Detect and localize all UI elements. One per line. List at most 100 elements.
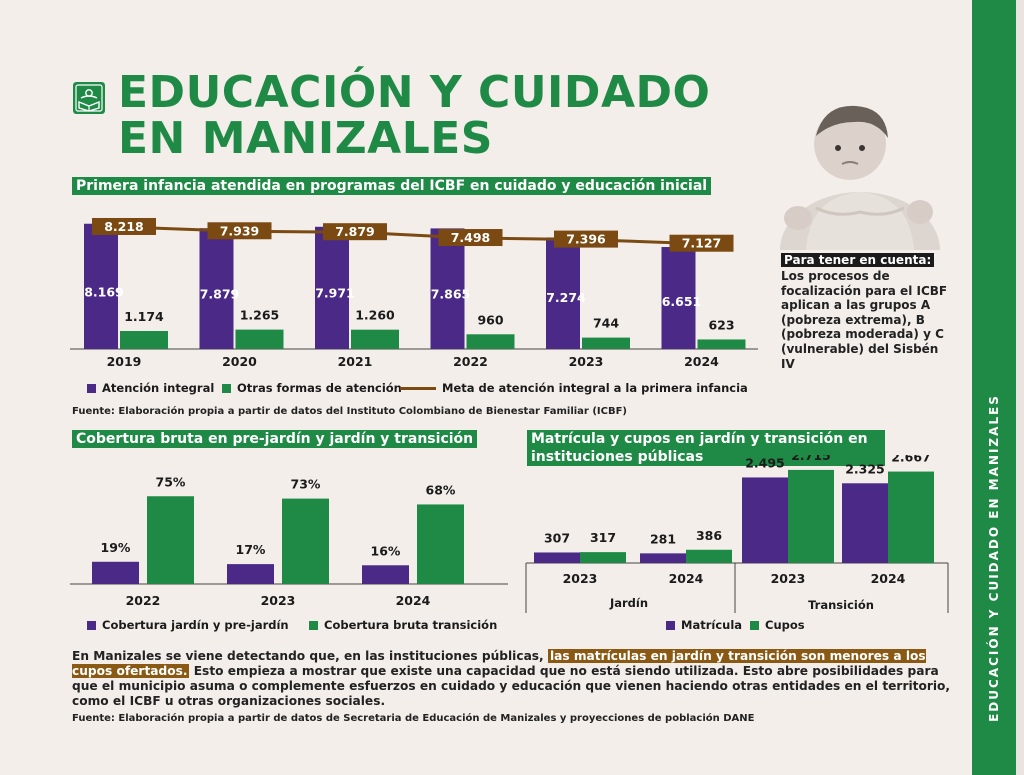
chart3-label-matricula: 2.325	[845, 461, 885, 476]
chart1-bar-otras	[235, 329, 284, 349]
chart3-tick-label: 2023	[771, 571, 806, 586]
chart2-plot: 19% 75% 2022 17% 73% 2023 16% 68% 2024	[70, 474, 508, 608]
chart1-label-otras: 960	[477, 312, 503, 327]
chart1-tick-label: 2022	[453, 354, 488, 369]
chart1-source: Fuente: Elaboración propia a partir de d…	[72, 406, 627, 417]
chart1-bar-integral	[84, 223, 118, 349]
chart1-bar-otras	[582, 337, 630, 349]
chart3-tick-label: 2024	[871, 571, 906, 586]
chart2-legend-swatch-transicion	[309, 620, 318, 630]
chart1-label-integral: 7.865	[431, 286, 471, 301]
page-title-line-1: EDUCACIÓN Y CUIDADO	[118, 67, 711, 118]
chart3-label-matricula: 307	[544, 530, 570, 545]
chart1-label-meta: 8.218	[104, 219, 144, 234]
page-title-line-2: EN MANIZALES	[118, 113, 493, 164]
chart3-legend-matricula: Matrícula	[666, 618, 742, 632]
chart3-legend-label-cupos: Cupos	[765, 618, 805, 632]
page-edge	[1016, 0, 1024, 775]
note-title: Para tener en cuenta:	[781, 253, 935, 267]
chart1-label-integral: 8.169	[84, 284, 124, 299]
chart2-legend-swatch-jardin	[87, 620, 96, 630]
chart1-bar-otras	[351, 329, 399, 349]
chart3-bar-cupos	[888, 471, 934, 563]
chart1-label-meta: 7.396	[566, 232, 606, 247]
chart3-label-cupos: 317	[590, 530, 616, 545]
chart3-bar-matricula	[842, 483, 888, 563]
summary-text-before: En Manizales se viene detectando que, en…	[72, 649, 544, 663]
summary-text-after: Esto empieza a mostrar que existe una ca…	[72, 664, 951, 708]
chart1-meta-box	[438, 229, 503, 247]
chart3-label-matricula: 281	[650, 531, 676, 546]
chart1-meta-box	[92, 217, 156, 235]
chart1-bar-integral	[430, 228, 465, 349]
chart3-legend-swatch-cupos	[750, 620, 759, 630]
chart3-bar-cupos	[580, 552, 626, 563]
chart2-label-transicion: 73%	[291, 477, 321, 492]
chart1-label-integral: 6.651	[662, 294, 702, 309]
chart3-label-matricula: 2.495	[745, 455, 785, 470]
child-photo	[780, 105, 940, 250]
chart2-bar-jardin	[362, 565, 409, 584]
chart2-bar-transicion	[282, 498, 329, 584]
chart1-meta-box	[207, 222, 272, 240]
child-book-icon	[73, 82, 105, 114]
side-banner-label: EDUCACIÓN Y CUIDADO EN MANIZALES	[987, 394, 1001, 722]
chart1-tick-label: 2019	[107, 354, 142, 369]
chart1-bar-otras	[466, 334, 515, 349]
chart1-bar-integral	[546, 237, 580, 349]
chart2-label-jardin: 16%	[371, 543, 401, 558]
chart3-legend-swatch-matricula	[666, 620, 675, 630]
chart3-bar-matricula	[534, 552, 580, 563]
chart1-bar-integral	[315, 226, 349, 349]
chart2-tick-label: 2024	[396, 593, 431, 608]
chart1-legend-meta: Meta de atención integral a la primera i…	[400, 381, 748, 395]
chart1-legend-swatch-integral	[87, 383, 96, 393]
chart1-bar-otras	[697, 339, 746, 349]
chart1-bar-integral	[199, 228, 234, 349]
page-title: EDUCACIÓN Y CUIDADO EN MANIZALES	[118, 70, 710, 162]
chart3-tick-label: 2024	[669, 571, 704, 586]
chart1-title: Primera infancia atendida en programas d…	[72, 177, 712, 195]
chart1-legend-label-meta: Meta de atención integral a la primera i…	[442, 381, 748, 395]
chart1-label-integral: 7.971	[315, 286, 355, 301]
chart3-legend-label-matricula: Matrícula	[681, 618, 743, 632]
chart1-legend-otras: Otras formas de atención	[222, 381, 402, 395]
chart1-label-otras: 1.174	[124, 309, 164, 324]
chart2-bar-transicion	[417, 504, 464, 584]
chart1-meta-box	[323, 223, 387, 241]
chart3-title: Matrícula y cupos en jardín y transición…	[527, 430, 885, 466]
chart1-tick-label: 2023	[569, 354, 604, 369]
chart2-bar-jardin	[227, 564, 274, 584]
chart3-tick-label: 2023	[563, 571, 598, 586]
chart3-group-label-jardin: Jardín	[609, 596, 648, 610]
bottom-source: Fuente: Elaboración propia a partir de d…	[72, 713, 755, 724]
chart1-label-otras: 1.265	[240, 308, 280, 323]
chart3-plot: 307 317 2023 281 386 2024 2.495 2.715 2023 2.325 2…	[525, 455, 949, 613]
chart3-label-cupos: 386	[696, 528, 722, 543]
chart3-group-label-transicion: Transición	[808, 598, 874, 612]
chart2-legend-transicion: Cobertura bruta transición	[309, 618, 497, 632]
chart3-legend-cupos: Cupos	[750, 618, 805, 632]
chart2-tick-label: 2022	[126, 593, 161, 608]
chart2-label-jardin: 17%	[236, 542, 266, 557]
chart2-legend-jardin: Cobertura jardín y pre-jardín	[87, 618, 289, 632]
chart1-label-meta: 7.879	[335, 224, 375, 239]
side-banner	[972, 0, 1016, 775]
chart1-bar-integral	[661, 247, 696, 349]
chart1-legend-swatch-meta	[400, 386, 436, 390]
chart2-title: Cobertura bruta en pre-jardín y jardín y…	[72, 430, 478, 448]
chart1-label-meta: 7.127	[682, 236, 722, 251]
chart1-legend-swatch-otras	[222, 383, 231, 393]
chart3-bar-cupos	[788, 469, 834, 563]
summary-paragraph: En Manizales se viene detectando que, en…	[72, 649, 952, 709]
chart2-label-transicion: 68%	[426, 482, 456, 497]
chart3-bar-matricula	[640, 553, 686, 563]
chart2-legend-label-transicion: Cobertura bruta transición	[324, 618, 498, 632]
chart2-bar-transicion	[147, 496, 194, 584]
chart1-plot: 8.1691.17420197.8791.26520207.9711.26020…	[70, 217, 758, 369]
chart1-meta-box	[554, 230, 618, 248]
chart1-label-integral: 7.879	[200, 286, 240, 301]
chart2-bar-jardin	[92, 561, 139, 584]
chart1-label-meta: 7.498	[451, 230, 491, 245]
